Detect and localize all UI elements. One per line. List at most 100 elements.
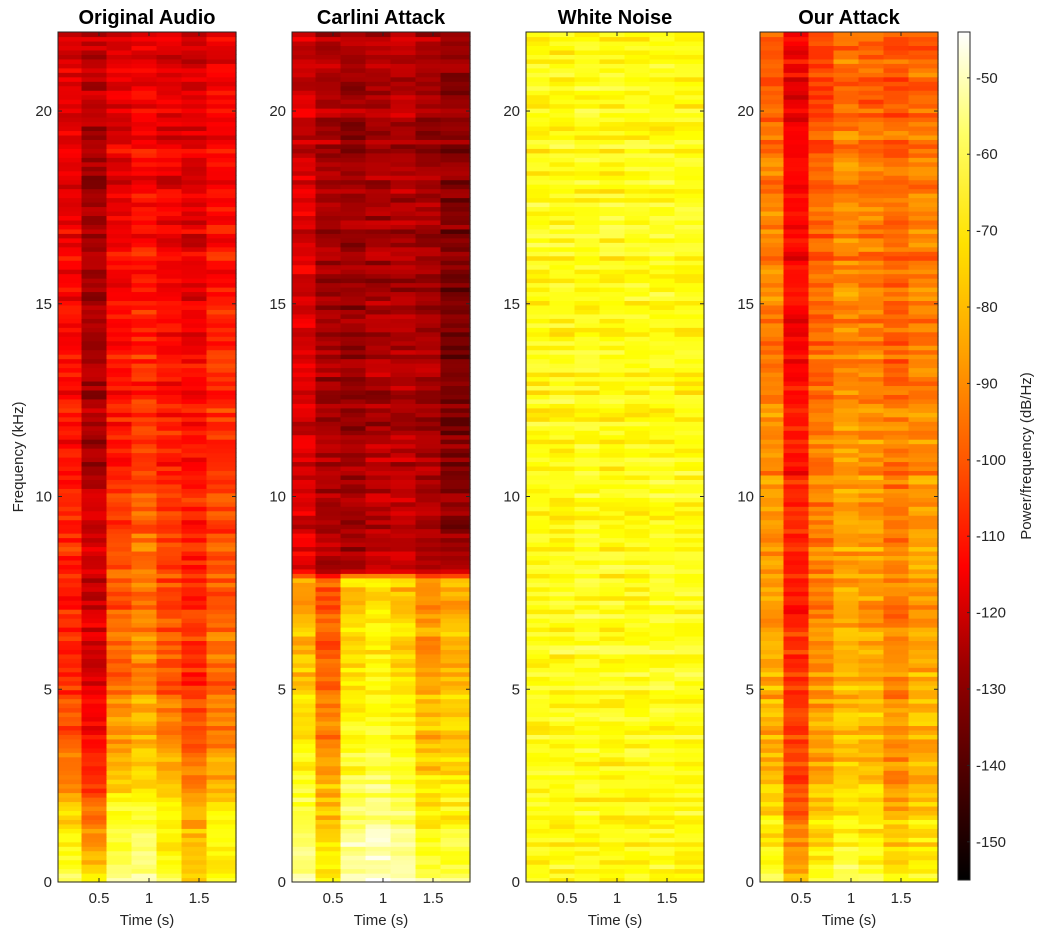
heat-cell <box>340 788 367 794</box>
heat-cell <box>526 680 551 686</box>
heat-cell <box>624 331 651 337</box>
y-tick-label: 10 <box>269 489 286 506</box>
heat-cell <box>808 667 835 673</box>
heat-cell <box>340 707 367 713</box>
heat-cell <box>340 542 367 548</box>
heat-cell <box>760 488 785 494</box>
heat-cell <box>156 264 183 270</box>
heat-cell <box>58 533 83 539</box>
heat-cell <box>315 470 342 476</box>
heat-cell <box>649 403 676 409</box>
heat-cell <box>58 358 83 364</box>
heat-cell <box>833 631 860 637</box>
heat-cell <box>440 720 471 727</box>
heat-cell <box>674 627 705 633</box>
heat-cell <box>858 729 885 735</box>
heat-cell <box>760 765 785 771</box>
heat-cell <box>415 761 442 767</box>
heat-cell <box>808 850 835 856</box>
heat-cell <box>292 313 317 319</box>
heat-cell <box>908 823 939 829</box>
heat-cell <box>674 67 705 73</box>
heat-cell <box>526 524 551 530</box>
heat-cell <box>599 631 626 637</box>
heat-cell <box>106 877 133 883</box>
heat-cell <box>206 108 237 114</box>
heat-cell <box>58 130 83 136</box>
heat-cell <box>624 492 651 498</box>
heat-cell <box>599 72 626 78</box>
heat-cell <box>624 202 651 208</box>
heat-cell <box>156 743 183 749</box>
heat-cell <box>131 49 158 55</box>
heat-cell <box>181 340 208 346</box>
heat-cell <box>833 394 860 400</box>
heat-cell <box>365 161 392 167</box>
heat-cell <box>674 416 705 422</box>
heat-cell <box>599 36 626 42</box>
heat-cell <box>315 184 342 190</box>
heat-cell <box>81 260 108 266</box>
heat-cell <box>808 788 835 794</box>
heat-cell <box>599 407 626 413</box>
heat-cell <box>106 546 133 552</box>
heat-cell <box>315 49 342 55</box>
heat-cell <box>315 618 342 624</box>
heat-cell <box>908 873 939 879</box>
heat-cell <box>131 202 158 208</box>
heat-cell <box>858 443 885 449</box>
heat-cell <box>131 336 158 342</box>
heat-cell <box>440 434 471 440</box>
heat-cell <box>390 322 417 328</box>
heat-cell <box>908 676 939 682</box>
heat-cell <box>858 765 885 771</box>
heat-cell <box>440 729 471 735</box>
heat-cell <box>131 81 158 87</box>
heat-cell <box>549 747 576 753</box>
heat-cell <box>340 743 367 749</box>
heat-cell <box>315 148 342 154</box>
heat-cell <box>415 662 442 668</box>
heat-cell <box>908 658 939 664</box>
heat-cell <box>206 671 237 677</box>
heat-cell <box>808 515 835 521</box>
heat-cell <box>81 600 108 606</box>
heat-cell <box>624 524 651 530</box>
heat-cell <box>649 215 676 221</box>
heat-cell <box>674 202 705 208</box>
heat-cell <box>156 662 183 668</box>
heat-cell <box>81 667 108 673</box>
heat-cell <box>674 125 705 132</box>
heat-cell <box>674 184 705 190</box>
heat-cell <box>624 103 651 109</box>
heat-cell <box>81 430 108 436</box>
heat-cell <box>181 49 208 55</box>
heat-cell <box>908 797 939 803</box>
heat-cell <box>440 255 471 261</box>
heat-cell <box>131 67 158 73</box>
heat-cell <box>106 304 133 310</box>
heat-cell <box>858 327 885 333</box>
heat-cell <box>131 63 158 69</box>
heat-cell <box>315 152 342 158</box>
heat-cell <box>624 779 651 785</box>
heat-cell <box>365 631 392 637</box>
heat-cell <box>908 703 939 709</box>
heat-cell <box>340 841 367 847</box>
heat-cell <box>549 470 576 476</box>
heat-cell <box>181 747 208 753</box>
heat-cell <box>365 134 392 140</box>
heat-cell <box>599 385 626 391</box>
heat-cell <box>808 416 835 422</box>
heat-cell <box>599 246 626 252</box>
heat-cell <box>624 846 651 852</box>
heat-cell <box>58 613 83 619</box>
heat-cell <box>390 483 417 489</box>
heat-cell <box>908 653 939 659</box>
heat-cell <box>58 604 83 610</box>
heat-cell <box>858 336 885 342</box>
heat-cell <box>415 251 442 257</box>
heat-cell <box>415 568 442 574</box>
heat-cell <box>574 94 601 100</box>
heat-cell <box>549 72 576 78</box>
